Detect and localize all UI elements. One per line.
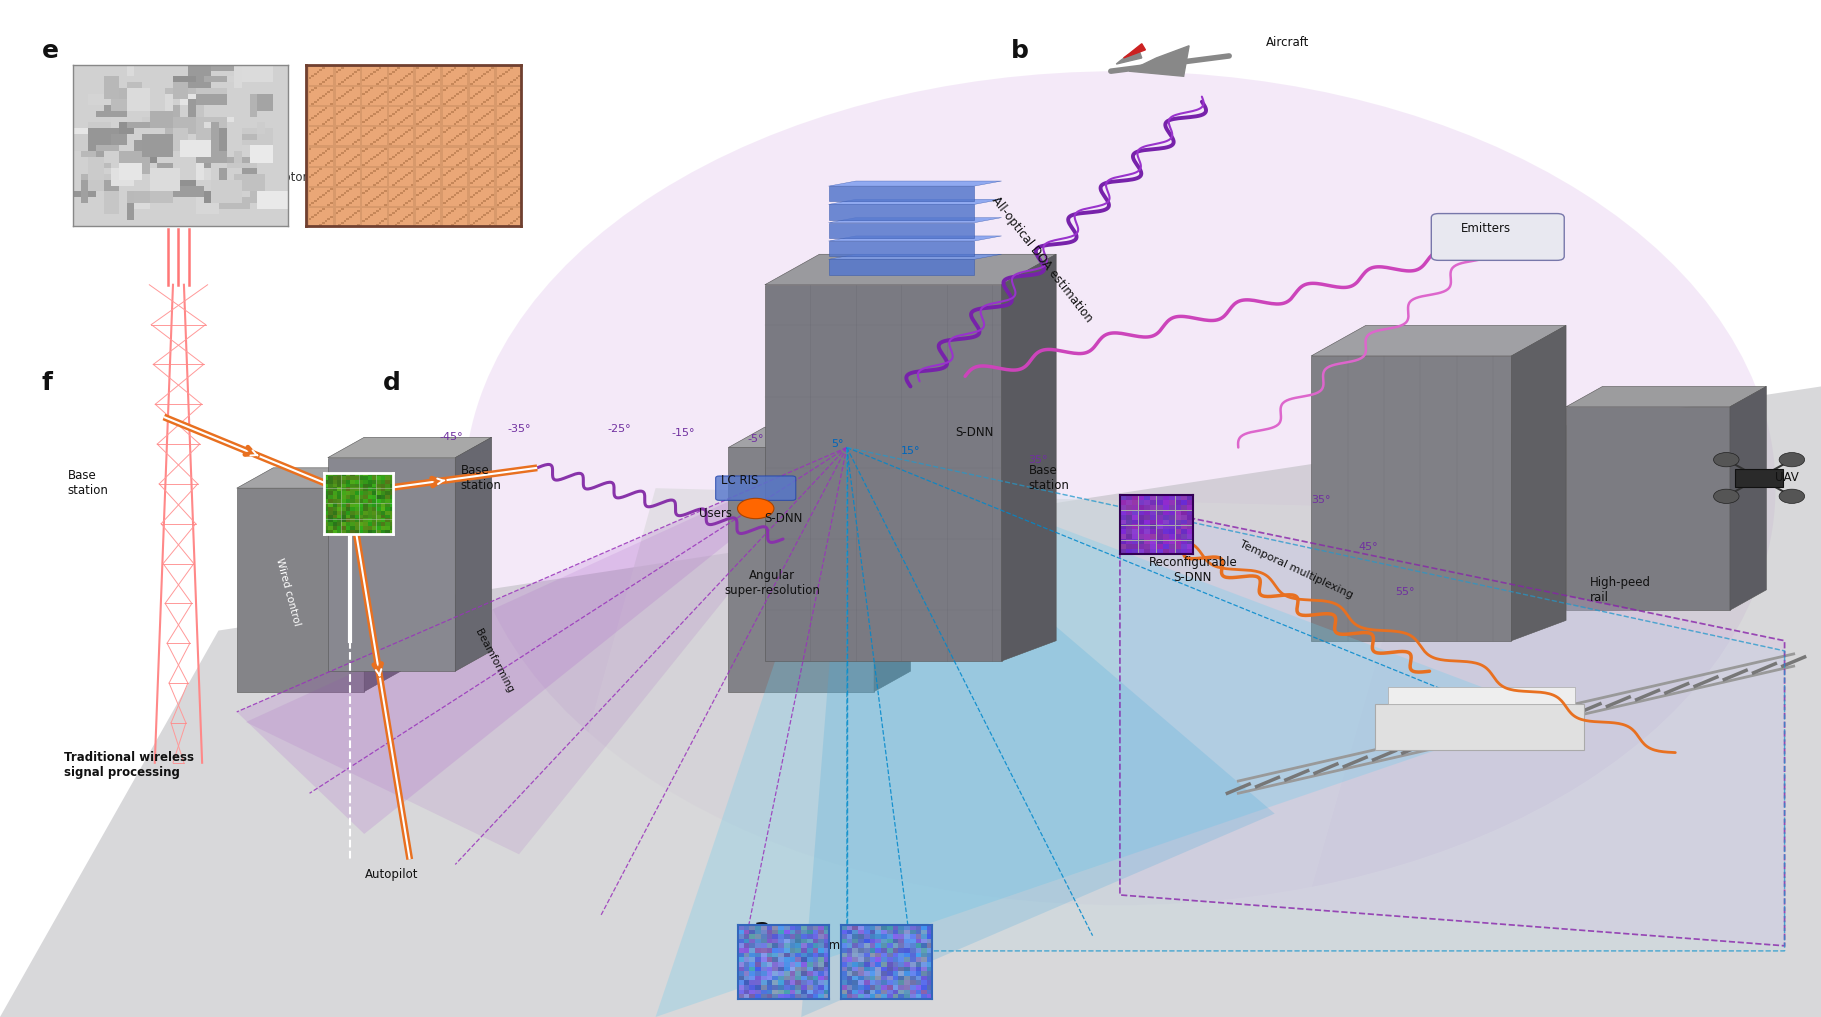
Polygon shape <box>1116 48 1142 64</box>
Text: 35°: 35° <box>1029 455 1047 465</box>
Polygon shape <box>328 458 455 671</box>
Polygon shape <box>1311 325 1566 356</box>
Polygon shape <box>237 447 847 834</box>
Text: 15°: 15° <box>901 445 920 456</box>
Text: a: a <box>754 917 770 942</box>
Polygon shape <box>829 181 1002 186</box>
Text: -5°: -5° <box>747 434 765 444</box>
Text: Beamforming: Beamforming <box>473 627 515 695</box>
Text: d: d <box>382 371 401 396</box>
Text: b: b <box>1011 39 1029 63</box>
Polygon shape <box>455 437 492 671</box>
Text: Autopilot: Autopilot <box>364 869 419 881</box>
Polygon shape <box>237 488 364 692</box>
Polygon shape <box>829 236 1002 241</box>
Polygon shape <box>829 241 974 256</box>
Circle shape <box>1714 489 1739 503</box>
Text: Base
station: Base station <box>67 469 107 497</box>
Text: Angular
super-resolution: Angular super-resolution <box>725 569 819 597</box>
FancyBboxPatch shape <box>716 476 796 500</box>
Circle shape <box>1779 489 1805 503</box>
Ellipse shape <box>464 71 1775 905</box>
Text: S-DNN: S-DNN <box>954 426 994 438</box>
Polygon shape <box>1730 386 1766 610</box>
Polygon shape <box>829 186 974 201</box>
Text: Reconfigurable layer: Reconfigurable layer <box>357 136 481 148</box>
Text: f: f <box>42 371 53 396</box>
Polygon shape <box>237 468 401 488</box>
Polygon shape <box>1124 44 1145 58</box>
Polygon shape <box>328 437 492 458</box>
Polygon shape <box>0 386 1821 1017</box>
Text: Base
station: Base station <box>461 464 501 492</box>
Polygon shape <box>801 447 1275 1017</box>
Circle shape <box>1714 453 1739 467</box>
Text: -35°: -35° <box>508 424 530 434</box>
Text: Users: Users <box>699 507 732 520</box>
Circle shape <box>738 498 774 519</box>
Polygon shape <box>1002 254 1056 661</box>
Text: Base
station: Base station <box>1029 464 1069 492</box>
Text: Wired control: Wired control <box>273 557 302 626</box>
Text: 55°: 55° <box>1395 587 1415 597</box>
Polygon shape <box>1375 704 1584 750</box>
Polygon shape <box>1388 687 1575 704</box>
Polygon shape <box>1566 386 1766 407</box>
Polygon shape <box>829 223 974 238</box>
Polygon shape <box>1566 407 1730 610</box>
Text: 45°: 45° <box>1358 542 1378 552</box>
Polygon shape <box>829 199 1002 204</box>
Text: Aircraft: Aircraft <box>1266 37 1309 49</box>
Text: High-peed
rail: High-peed rail <box>1590 576 1650 604</box>
Polygon shape <box>1511 325 1566 641</box>
Text: -25°: -25° <box>608 424 630 434</box>
Polygon shape <box>874 427 910 692</box>
Polygon shape <box>829 218 1002 223</box>
Polygon shape <box>656 447 1548 1017</box>
Text: 5°: 5° <box>832 439 843 450</box>
Text: Reconfigurable
S-DNN: Reconfigurable S-DNN <box>1149 555 1236 584</box>
Polygon shape <box>829 259 974 275</box>
Text: Traditional wireless
signal processing: Traditional wireless signal processing <box>64 751 193 779</box>
Text: c: c <box>1124 514 1138 538</box>
Text: RIS: RIS <box>346 477 364 489</box>
Text: 35°: 35° <box>1311 495 1331 505</box>
Polygon shape <box>728 447 874 692</box>
Polygon shape <box>829 254 1002 259</box>
Polygon shape <box>765 285 1002 661</box>
Polygon shape <box>829 204 974 220</box>
Text: S-DNN: S-DNN <box>763 513 803 525</box>
Polygon shape <box>728 427 910 447</box>
Text: Spatial multiplexing: Spatial multiplexing <box>783 940 903 952</box>
Polygon shape <box>510 488 1420 1017</box>
Text: All-optical DOA estimation: All-optical DOA estimation <box>989 194 1094 324</box>
Text: -15°: -15° <box>672 428 694 438</box>
Text: -45°: -45° <box>441 432 463 442</box>
Ellipse shape <box>756 519 974 580</box>
Polygon shape <box>1120 503 1785 946</box>
Text: Passive layer: Passive layer <box>177 136 253 148</box>
Polygon shape <box>246 447 847 854</box>
FancyBboxPatch shape <box>1431 214 1564 260</box>
Polygon shape <box>1311 356 1511 641</box>
Text: Temporal multiplexing: Temporal multiplexing <box>1238 539 1355 600</box>
Text: Diffractive photonic computing devices: Diffractive photonic computing devices <box>202 172 435 184</box>
Polygon shape <box>847 447 1785 951</box>
Polygon shape <box>1129 46 1189 76</box>
Text: Emitters: Emitters <box>1460 223 1511 235</box>
Text: e: e <box>42 39 58 63</box>
Circle shape <box>1779 453 1805 467</box>
Text: LC RIS: LC RIS <box>721 474 758 486</box>
Polygon shape <box>765 254 1056 285</box>
Polygon shape <box>364 468 401 692</box>
Bar <box>1735 469 1783 487</box>
Text: UAV: UAV <box>1775 472 1799 484</box>
